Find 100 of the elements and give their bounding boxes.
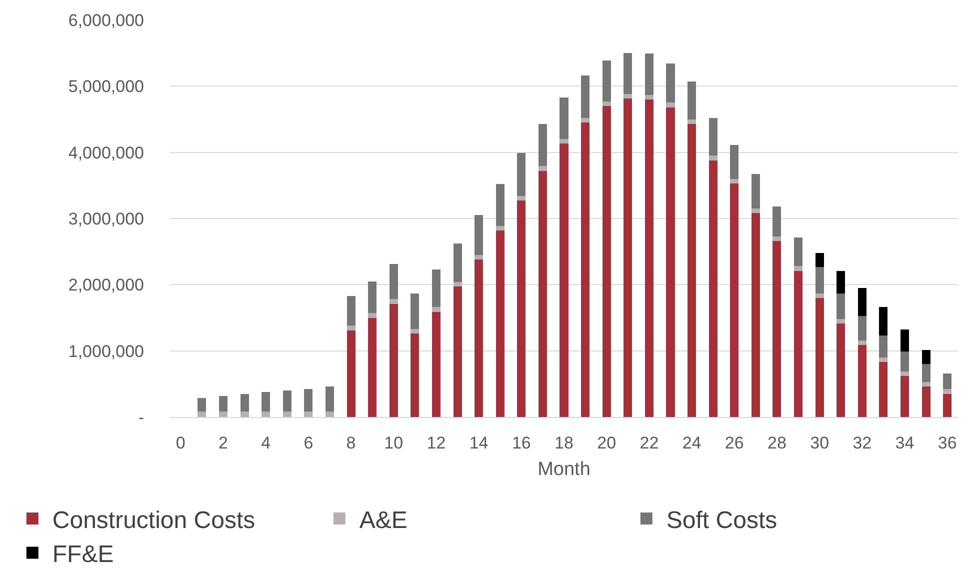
bar [389, 299, 398, 304]
bar [581, 76, 590, 118]
bar [688, 119, 696, 124]
bar [496, 184, 504, 226]
bar [858, 340, 866, 345]
bar [346, 296, 356, 326]
y-tick-label: 2,000,000 [68, 276, 144, 295]
bar [943, 373, 952, 390]
bar [304, 412, 313, 417]
bar [432, 307, 440, 312]
bar [644, 99, 654, 417]
bar [624, 94, 632, 99]
bar [794, 266, 803, 271]
x-tick-label: 36 [938, 433, 957, 452]
bar [836, 270, 846, 294]
bar [879, 357, 888, 362]
bar [602, 106, 611, 417]
bar [560, 139, 568, 144]
legend-label: Construction Costs [52, 506, 256, 534]
bar [282, 412, 292, 417]
y-tick-label: - [138, 408, 144, 427]
bar [581, 118, 590, 123]
x-tick-label: 4 [261, 433, 271, 452]
bar [836, 293, 846, 320]
x-tick-label: 24 [682, 433, 702, 452]
bar [708, 156, 718, 160]
bar [900, 352, 910, 372]
bar [836, 319, 846, 324]
bar [346, 326, 356, 330]
bar [517, 200, 526, 417]
bar [772, 236, 782, 241]
bar [325, 386, 334, 412]
x-tick-label: 6 [304, 433, 314, 452]
bar [240, 394, 249, 412]
bar [644, 54, 654, 95]
bar [410, 329, 420, 334]
x-tick-label: 2 [218, 433, 228, 452]
bar [922, 364, 930, 382]
bar [858, 288, 866, 316]
bar [410, 293, 420, 329]
bar [496, 226, 504, 230]
bar [389, 304, 398, 417]
bar [879, 362, 888, 417]
bar [198, 398, 206, 412]
legend-label: FF&E [52, 541, 114, 568]
bar [325, 412, 334, 417]
bar [368, 313, 377, 318]
bar [900, 376, 910, 417]
bar [879, 307, 888, 336]
bar [666, 102, 675, 108]
y-tick-label: 5,000,000 [68, 77, 144, 96]
bar [538, 166, 547, 171]
x-tick-label: 16 [512, 433, 531, 452]
y-tick-label: 3,000,000 [68, 209, 144, 228]
bar [432, 312, 440, 417]
bar [453, 286, 462, 417]
bar [389, 264, 398, 300]
bar [517, 196, 526, 201]
x-tick-label: 30 [810, 433, 830, 452]
x-tick-label: 32 [852, 433, 872, 452]
y-tick-label: 1,000,000 [68, 342, 144, 361]
bar [815, 252, 824, 267]
bar [688, 124, 696, 417]
bar [517, 153, 526, 196]
x-tick-label: 10 [384, 433, 404, 452]
y-tick-label: 4,000,000 [68, 143, 144, 162]
bar [474, 260, 484, 417]
bar [346, 330, 356, 417]
bar [751, 213, 760, 417]
bar [772, 241, 782, 417]
bar [708, 160, 718, 417]
bar [836, 324, 846, 417]
bar [538, 124, 547, 166]
bar [368, 281, 377, 314]
bar [496, 230, 504, 417]
bar [900, 371, 910, 376]
bar [730, 145, 739, 179]
x-tick-label: 26 [724, 433, 744, 452]
bar [262, 412, 270, 417]
bar [560, 97, 568, 140]
bar [730, 178, 739, 184]
bar [922, 350, 930, 364]
bar [368, 318, 377, 417]
bar [666, 107, 675, 417]
legend-label: Soft Costs [666, 506, 778, 534]
bar [772, 206, 782, 236]
x-tick-label: 22 [640, 433, 659, 452]
x-tick-label: 12 [426, 433, 446, 452]
bar [943, 394, 952, 417]
bar [900, 330, 910, 352]
bar [410, 334, 420, 417]
bar [666, 64, 675, 103]
bar [624, 98, 632, 417]
bar [624, 53, 632, 94]
bar [730, 183, 739, 417]
bar [218, 412, 228, 417]
x-axis-title: Month [538, 459, 590, 480]
bar [879, 336, 888, 358]
x-tick-label: 14 [469, 433, 488, 452]
x-tick-label: 8 [346, 433, 356, 452]
